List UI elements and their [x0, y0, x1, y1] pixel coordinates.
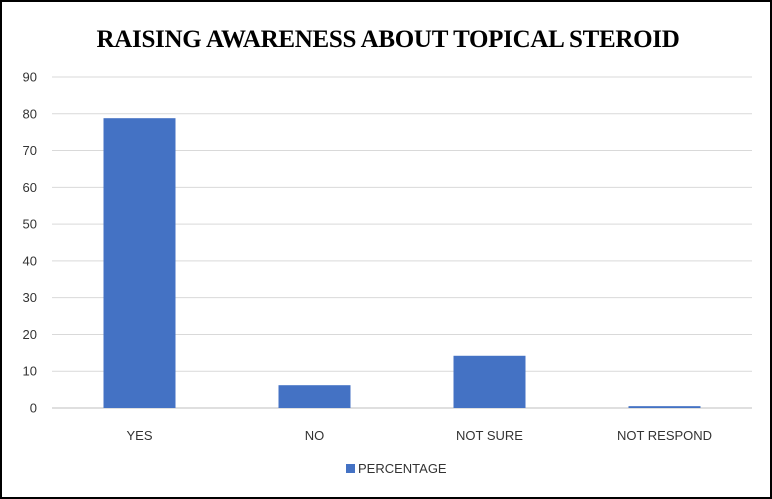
bars	[103, 118, 701, 409]
x-tick-label: YES	[126, 428, 152, 443]
y-axis-tick-labels: 0 10 20 30 40 50 60 70 80 90	[23, 70, 37, 416]
y-tick-label: 70	[23, 143, 37, 158]
y-tick-label: 20	[23, 327, 37, 342]
chart-title: RAISING AWARENESS ABOUT TOPICAL STEROID	[96, 26, 680, 53]
y-tick-label: 60	[23, 180, 37, 195]
y-tick-label: 90	[23, 70, 37, 85]
legend: PERCENTAGE	[346, 461, 447, 476]
y-tick-label: 40	[23, 253, 37, 268]
y-tick-label: 80	[23, 106, 37, 121]
x-axis-tick-labels: YES NO NOT SURE NOT RESPOND	[126, 428, 712, 443]
y-tick-label: 10	[23, 364, 37, 379]
y-tick-label: 0	[30, 401, 37, 416]
bar-not-sure	[453, 355, 526, 408]
bar-yes	[103, 118, 176, 409]
y-tick-label: 50	[23, 217, 37, 232]
x-tick-label: NOT RESPOND	[617, 428, 712, 443]
legend-label: PERCENTAGE	[358, 461, 447, 476]
legend-swatch	[346, 464, 355, 473]
y-tick-label: 30	[23, 290, 37, 305]
bar-no	[278, 385, 351, 408]
bar-not-respond	[628, 406, 701, 408]
x-tick-label: NO	[305, 428, 325, 443]
x-tick-label: NOT SURE	[456, 428, 523, 443]
